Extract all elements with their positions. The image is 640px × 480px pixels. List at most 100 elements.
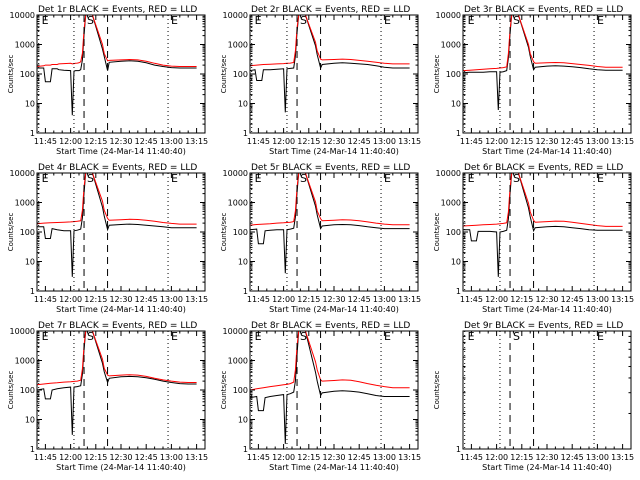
x-tick-label: 11:45 <box>34 453 57 462</box>
marker-label: E <box>384 14 391 27</box>
x-tick-label: 11:45 <box>460 137 483 146</box>
marker-label: E <box>468 14 475 27</box>
marker-label: E <box>468 172 475 185</box>
x-axis-label: Start Time (24-Mar-14 11:40:40) <box>482 147 612 156</box>
y-tick-label: 1000 <box>15 357 35 366</box>
x-tick-label: 11:45 <box>247 295 270 304</box>
panel-title: Det 8r BLACK = Events, RED = LLD <box>251 321 410 331</box>
x-tick-label: 12:30 <box>322 137 345 146</box>
y-tick-label: 10000 <box>223 327 248 336</box>
y-tick-label: 1 <box>243 129 248 138</box>
y-tick-label: 10 <box>238 416 248 425</box>
x-tick-label: 12:15 <box>297 137 320 146</box>
y-tick-label: 100 <box>20 386 35 395</box>
x-tick-label: 12:45 <box>135 137 158 146</box>
y-tick-label: 100 <box>233 70 248 79</box>
y-axis-label: Counts/sec <box>7 213 15 252</box>
y-tick-label: 1000 <box>15 199 35 208</box>
x-tick-label: 13:00 <box>373 137 396 146</box>
x-tick-label: 12:45 <box>348 295 371 304</box>
marker-label: E <box>42 14 49 27</box>
x-axis-label: Start Time (24-Mar-14 11:40:40) <box>56 305 186 314</box>
x-tick-label: 12:15 <box>297 453 320 462</box>
x-tick-label: 13:15 <box>185 137 208 146</box>
x-tick-label: 13:15 <box>611 137 634 146</box>
x-tick-label: 12:45 <box>348 453 371 462</box>
events-series-line <box>37 331 197 435</box>
y-tick-label: 1 <box>30 445 35 454</box>
x-tick-label: 11:45 <box>247 453 270 462</box>
events-series-line <box>250 173 410 274</box>
x-tick-label: 11:45 <box>460 453 483 462</box>
x-tick-label: 11:45 <box>34 137 57 146</box>
plot-frame <box>249 172 419 292</box>
x-tick-label: 11:45 <box>34 295 57 304</box>
x-tick-label: 12:30 <box>322 453 345 462</box>
panel-title: Det 9r BLACK = Events, RED = LLD <box>464 321 623 331</box>
y-tick-label: 10 <box>25 416 35 425</box>
y-tick-label: 1 <box>456 129 461 138</box>
marker-label: E <box>255 14 262 27</box>
y-tick-label: 10 <box>25 100 35 109</box>
y-axis-label: Counts/sec <box>7 55 15 94</box>
y-axis-label: Counts/sec <box>7 371 15 410</box>
y-tick-label: 1000 <box>441 199 461 208</box>
plot-frame <box>36 172 206 292</box>
x-tick-label: 13:15 <box>611 295 634 304</box>
x-tick-label: 12:45 <box>135 295 158 304</box>
x-tick-label: 12:00 <box>272 295 295 304</box>
x-tick-label: 13:15 <box>611 453 634 462</box>
x-tick-label: 11:45 <box>460 295 483 304</box>
x-axis-label: Start Time (24-Mar-14 11:40:40) <box>269 147 399 156</box>
y-tick-label: 1 <box>456 445 461 454</box>
x-tick-label: 12:00 <box>59 137 82 146</box>
y-axis-label: Counts/sec <box>220 55 228 94</box>
x-tick-label: 13:15 <box>398 453 421 462</box>
plot-frame <box>36 14 206 134</box>
y-tick-label: 100 <box>20 228 35 237</box>
y-tick-label: 1 <box>30 129 35 138</box>
x-axis-label: Start Time (24-Mar-14 11:40:40) <box>56 147 186 156</box>
lld-series-line <box>250 15 410 67</box>
panel-title: Det 7r BLACK = Events, RED = LLD <box>38 321 197 331</box>
y-tick-label: 1000 <box>15 41 35 50</box>
y-tick-label: 100 <box>233 228 248 237</box>
y-tick-label: 10 <box>25 258 35 267</box>
marker-label: E <box>597 172 604 185</box>
x-tick-label: 12:45 <box>561 137 584 146</box>
lld-series-line <box>250 173 410 226</box>
lld-series-line <box>463 173 623 227</box>
marker-label: E <box>42 330 49 343</box>
y-tick-label: 1 <box>243 445 248 454</box>
x-tick-label: 12:30 <box>322 295 345 304</box>
x-tick-label: 12:15 <box>84 295 107 304</box>
marker-label: E <box>384 330 391 343</box>
y-tick-label: 1 <box>243 287 248 296</box>
x-tick-label: 13:15 <box>185 295 208 304</box>
y-axis-label: Counts/sec <box>433 55 441 94</box>
x-axis-label: Start Time (24-Mar-14 11:40:40) <box>56 463 186 472</box>
x-tick-label: 13:00 <box>586 295 609 304</box>
marker-label: S <box>513 14 520 27</box>
y-tick-label: 1000 <box>228 41 248 50</box>
x-tick-label: 12:15 <box>84 137 107 146</box>
x-tick-label: 13:15 <box>398 137 421 146</box>
panel-title: Det 6r BLACK = Events, RED = LLD <box>464 163 623 173</box>
lld-series-line <box>37 173 197 225</box>
x-tick-label: 13:00 <box>586 137 609 146</box>
marker-label: S <box>513 172 520 185</box>
x-axis-label: Start Time (24-Mar-14 11:40:40) <box>482 305 612 314</box>
x-tick-label: 13:00 <box>373 295 396 304</box>
y-tick-label: 1000 <box>441 41 461 50</box>
y-tick-label: 1000 <box>228 357 248 366</box>
lld-series-line <box>463 15 623 72</box>
x-tick-label: 12:30 <box>109 453 132 462</box>
marker-label: E <box>171 14 178 27</box>
events-series-line <box>37 173 197 277</box>
plot-frame <box>462 330 632 450</box>
